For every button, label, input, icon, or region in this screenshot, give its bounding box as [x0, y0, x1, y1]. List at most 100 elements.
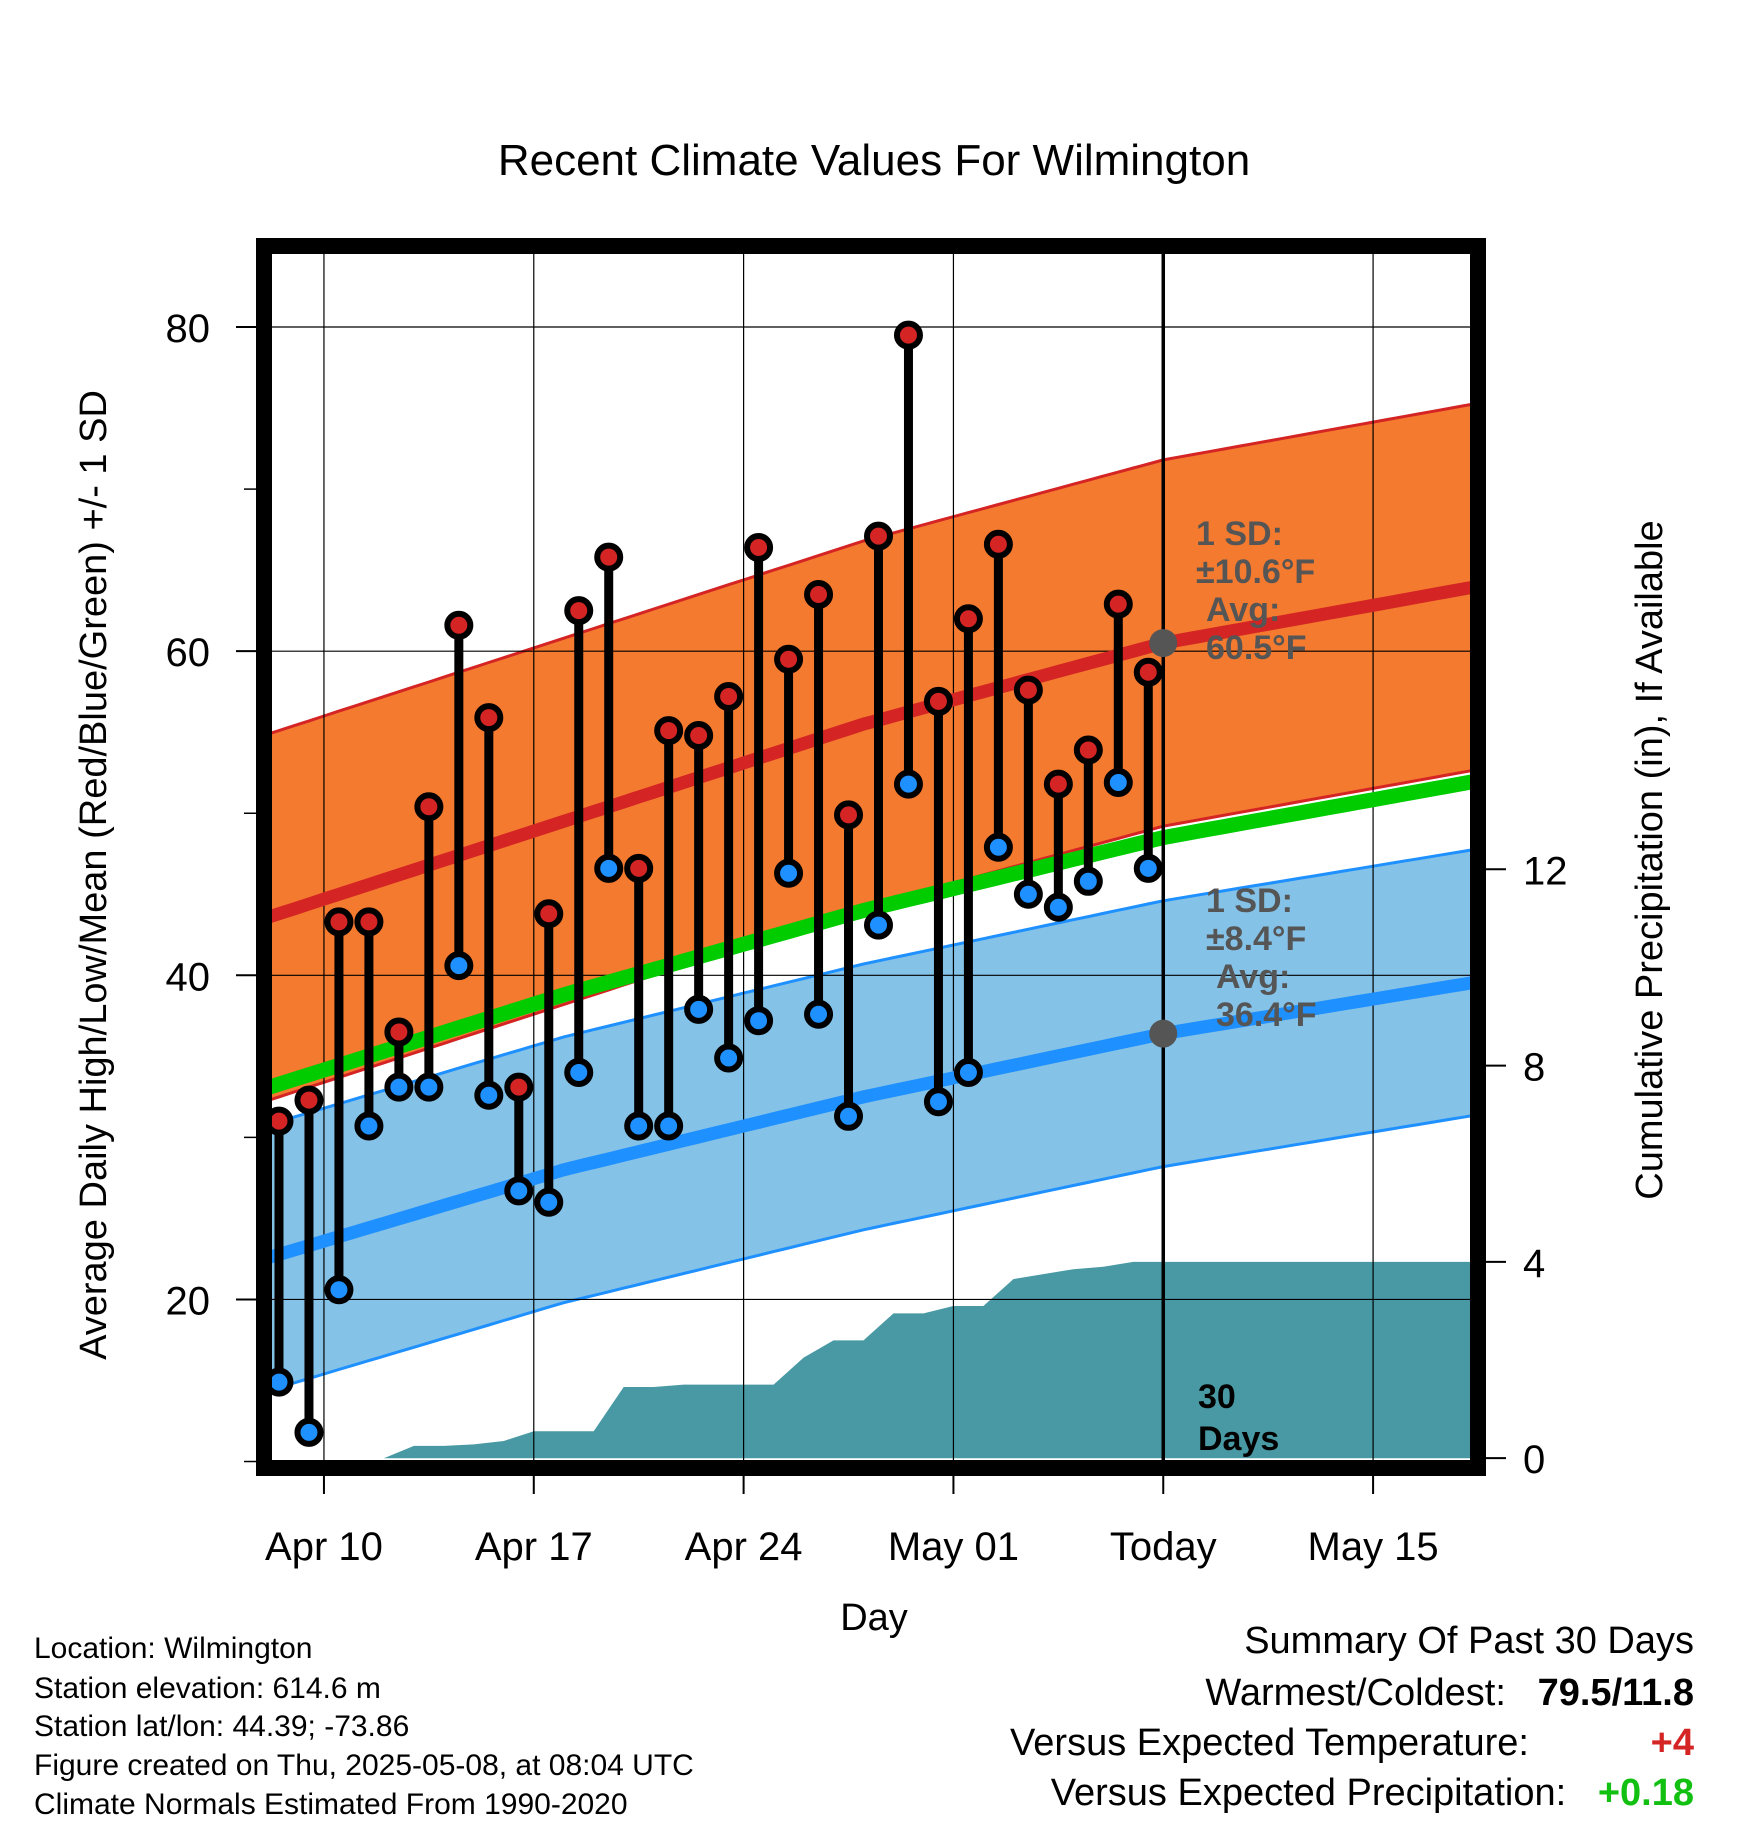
low-mean-line	[264, 975, 1478, 1266]
x-tick-label: May 01	[888, 1525, 1019, 1569]
info-location: Location: Wilmington	[34, 1632, 313, 1665]
info-elevation: Station elevation: 614.6 m	[34, 1672, 381, 1705]
daily-high-point	[804, 579, 834, 609]
daily-high-point	[354, 907, 384, 937]
daily-high-point	[384, 1017, 414, 1047]
y-tick-label: 40	[166, 955, 211, 999]
info-normals: Climate Normals Estimated From 1990-2020	[34, 1788, 628, 1821]
daily-low-point	[354, 1111, 384, 1141]
temp-label: Versus Expected Temperature:	[1010, 1722, 1529, 1764]
x-axis-label: Day	[840, 1597, 908, 1639]
daily-low-point	[534, 1187, 564, 1217]
daily-low-point	[714, 1043, 744, 1073]
daily-observations	[264, 320, 1163, 1447]
daily-high-point	[444, 610, 474, 640]
daily-low-point	[564, 1058, 594, 1088]
daily-high-point	[594, 542, 624, 572]
daily-low-point	[953, 1058, 983, 1088]
plot-frame	[256, 238, 1486, 1476]
y2-tick-label: 8	[1523, 1046, 1545, 1090]
daily-low-point	[1073, 866, 1103, 896]
daily-low-point	[804, 999, 834, 1029]
y-tick-label: 60	[166, 631, 211, 675]
y2-tick-label: 12	[1523, 849, 1568, 893]
daily-high-point	[893, 320, 923, 350]
y-tick-label: 80	[166, 307, 211, 351]
daily-high-point	[534, 899, 564, 929]
summary-temp: Versus Expected Temperature: +4	[1010, 1722, 1694, 1765]
daily-low-point	[654, 1111, 684, 1141]
daily-low-point	[983, 832, 1013, 862]
daily-low-point	[414, 1072, 444, 1102]
daily-high-point	[923, 686, 953, 716]
days-annotation-label: Days	[1198, 1420, 1279, 1458]
daily-low-point	[504, 1176, 534, 1206]
low-sd-band-upper-edge	[264, 847, 1478, 1128]
summary-title: Summary Of Past 30 Days	[1244, 1620, 1694, 1662]
daily-low-point	[594, 853, 624, 883]
daily-low-point	[1133, 853, 1163, 883]
high-mean-line	[264, 579, 1478, 925]
daily-high-point	[684, 720, 714, 750]
daily-high-point	[474, 703, 504, 733]
daily-low-point	[294, 1417, 324, 1447]
low-sd-annotation-line: ±8.4°F	[1206, 920, 1306, 958]
days-annotation: 30 Days	[1198, 1378, 1279, 1458]
daily-high-point	[714, 682, 744, 712]
daily-low-point	[624, 1111, 654, 1141]
avg-mean-line	[264, 773, 1478, 1096]
precip-area	[264, 1261, 1478, 1459]
daily-high-point	[744, 532, 774, 562]
daily-low-point	[324, 1275, 354, 1305]
daily-low-point	[774, 858, 804, 888]
daily-low-point	[744, 1006, 774, 1036]
daily-high-point	[654, 716, 684, 746]
daily-high-point	[414, 792, 444, 822]
low-sd-band	[264, 848, 1478, 1392]
daily-high-point	[953, 604, 983, 634]
daily-low-point	[923, 1087, 953, 1117]
y-axis-label: Average Daily High/Low/Mean (Red/Blue/Gr…	[73, 390, 115, 1360]
daily-low-point	[684, 994, 714, 1024]
summary-precip: Versus Expected Precipitation: +0.18	[1051, 1772, 1694, 1815]
daily-low-point	[1103, 767, 1133, 797]
low-sd-band-lower-edge	[264, 1113, 1478, 1394]
daily-low-point	[474, 1080, 504, 1110]
daily-high-point	[1073, 735, 1103, 765]
chart-title: Recent Climate Values For Wilmington	[498, 136, 1250, 185]
daily-high-point	[504, 1072, 534, 1102]
x-tick-label: Apr 17	[475, 1525, 593, 1569]
high-sd-band	[264, 403, 1478, 1102]
info-created: Figure created on Thu, 2025-05-08, at 08…	[34, 1749, 694, 1782]
daily-high-point	[1133, 657, 1163, 687]
daily-high-point	[983, 529, 1013, 559]
daily-low-point	[1013, 879, 1043, 909]
x-tick-label: Apr 24	[685, 1525, 803, 1569]
daily-low-point	[1043, 892, 1073, 922]
daily-high-point	[324, 907, 354, 937]
days-annotation-count: 30	[1198, 1378, 1236, 1416]
daily-low-point	[834, 1101, 864, 1131]
y2-tick-label: 0	[1523, 1438, 1545, 1482]
daily-high-point	[1013, 675, 1043, 705]
info-latlon: Station lat/lon: 44.39; -73.86	[34, 1710, 410, 1743]
low-sd-annotation-line: 36.4°F	[1216, 996, 1317, 1034]
daily-high-point	[1043, 769, 1073, 799]
daily-low-point	[444, 951, 474, 981]
temp-value: +4	[1650, 1722, 1694, 1764]
low-sd-annotation-line: Avg:	[1216, 958, 1290, 996]
x-tick-label: Today	[1110, 1525, 1217, 1569]
high-avg-marker	[1149, 629, 1178, 658]
daily-high-point	[624, 853, 654, 883]
high-sd-annotation-line: ±10.6°F	[1196, 553, 1315, 591]
daily-low-point	[893, 769, 923, 799]
x-tick-label: Apr 10	[265, 1525, 383, 1569]
daily-high-point	[774, 644, 804, 674]
daily-high-point	[294, 1085, 324, 1115]
summary-warm-cold: Warmest/Coldest: 79.5/11.8	[1205, 1672, 1694, 1715]
